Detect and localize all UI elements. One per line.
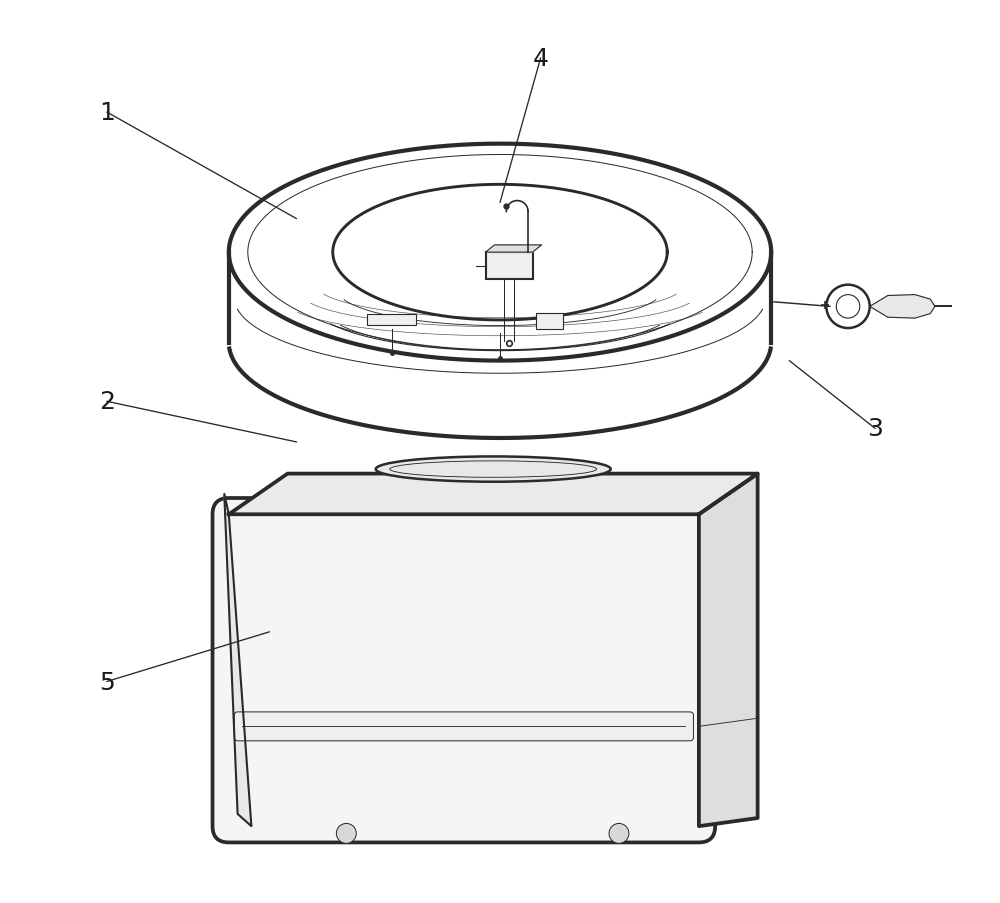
FancyBboxPatch shape <box>234 712 693 741</box>
Circle shape <box>609 824 629 843</box>
FancyBboxPatch shape <box>213 498 715 842</box>
Polygon shape <box>224 495 251 826</box>
Polygon shape <box>870 295 935 319</box>
Ellipse shape <box>376 457 611 482</box>
Bar <box>536 313 563 330</box>
Text: 2: 2 <box>99 390 115 414</box>
Text: 5: 5 <box>99 670 115 694</box>
Circle shape <box>336 824 356 843</box>
Polygon shape <box>486 246 542 253</box>
Bar <box>486 253 533 280</box>
Polygon shape <box>699 474 758 826</box>
Polygon shape <box>229 474 758 515</box>
Text: 3: 3 <box>867 417 883 441</box>
Text: 1: 1 <box>99 101 115 125</box>
Text: 4: 4 <box>533 47 549 70</box>
Bar <box>367 315 416 326</box>
